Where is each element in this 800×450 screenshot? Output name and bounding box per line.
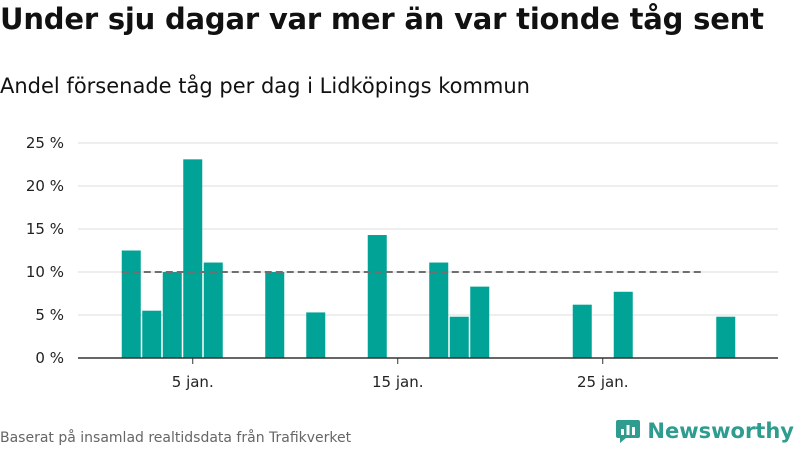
chart-title: Under sju dagar var mer än var tionde tå…	[0, 2, 764, 36]
y-tick-label: 0 %	[35, 349, 64, 367]
bar	[572, 304, 592, 358]
brand-name: Newsworthy	[647, 419, 794, 443]
x-tick-label: 5 jan.	[172, 373, 214, 391]
bar	[183, 159, 203, 358]
y-tick-label: 25 %	[26, 134, 64, 152]
y-tick-label: 5 %	[35, 306, 64, 324]
bar	[306, 312, 326, 358]
chart-subtitle: Andel försenade tåg per dag i Lidköpings…	[0, 74, 530, 98]
bar	[162, 272, 182, 358]
bar	[203, 262, 223, 358]
bar	[367, 235, 387, 358]
x-tick-label: 25 jan.	[577, 373, 629, 391]
bar	[142, 310, 162, 358]
bar	[429, 262, 449, 358]
bar	[613, 291, 633, 358]
bar	[121, 250, 141, 358]
y-tick-label: 20 %	[26, 177, 64, 195]
newsworthy-logo-icon	[616, 420, 641, 443]
bar	[449, 316, 469, 358]
delay-share-bar-chart: 0 % 5 % 10 % 15 % 20 % 25 % 5 jan. 15 jan. 25 ja…	[26, 134, 778, 391]
bar	[470, 286, 490, 358]
source-note: Baserat på insamlad realtidsdata från Tr…	[0, 430, 352, 446]
brand[interactable]: Newsworthy	[615, 418, 794, 444]
bar	[265, 272, 285, 358]
y-tick-label: 15 %	[26, 220, 64, 238]
bar	[716, 316, 736, 358]
x-tick-label: 15 jan.	[372, 373, 424, 391]
y-tick-label: 10 %	[26, 263, 64, 281]
